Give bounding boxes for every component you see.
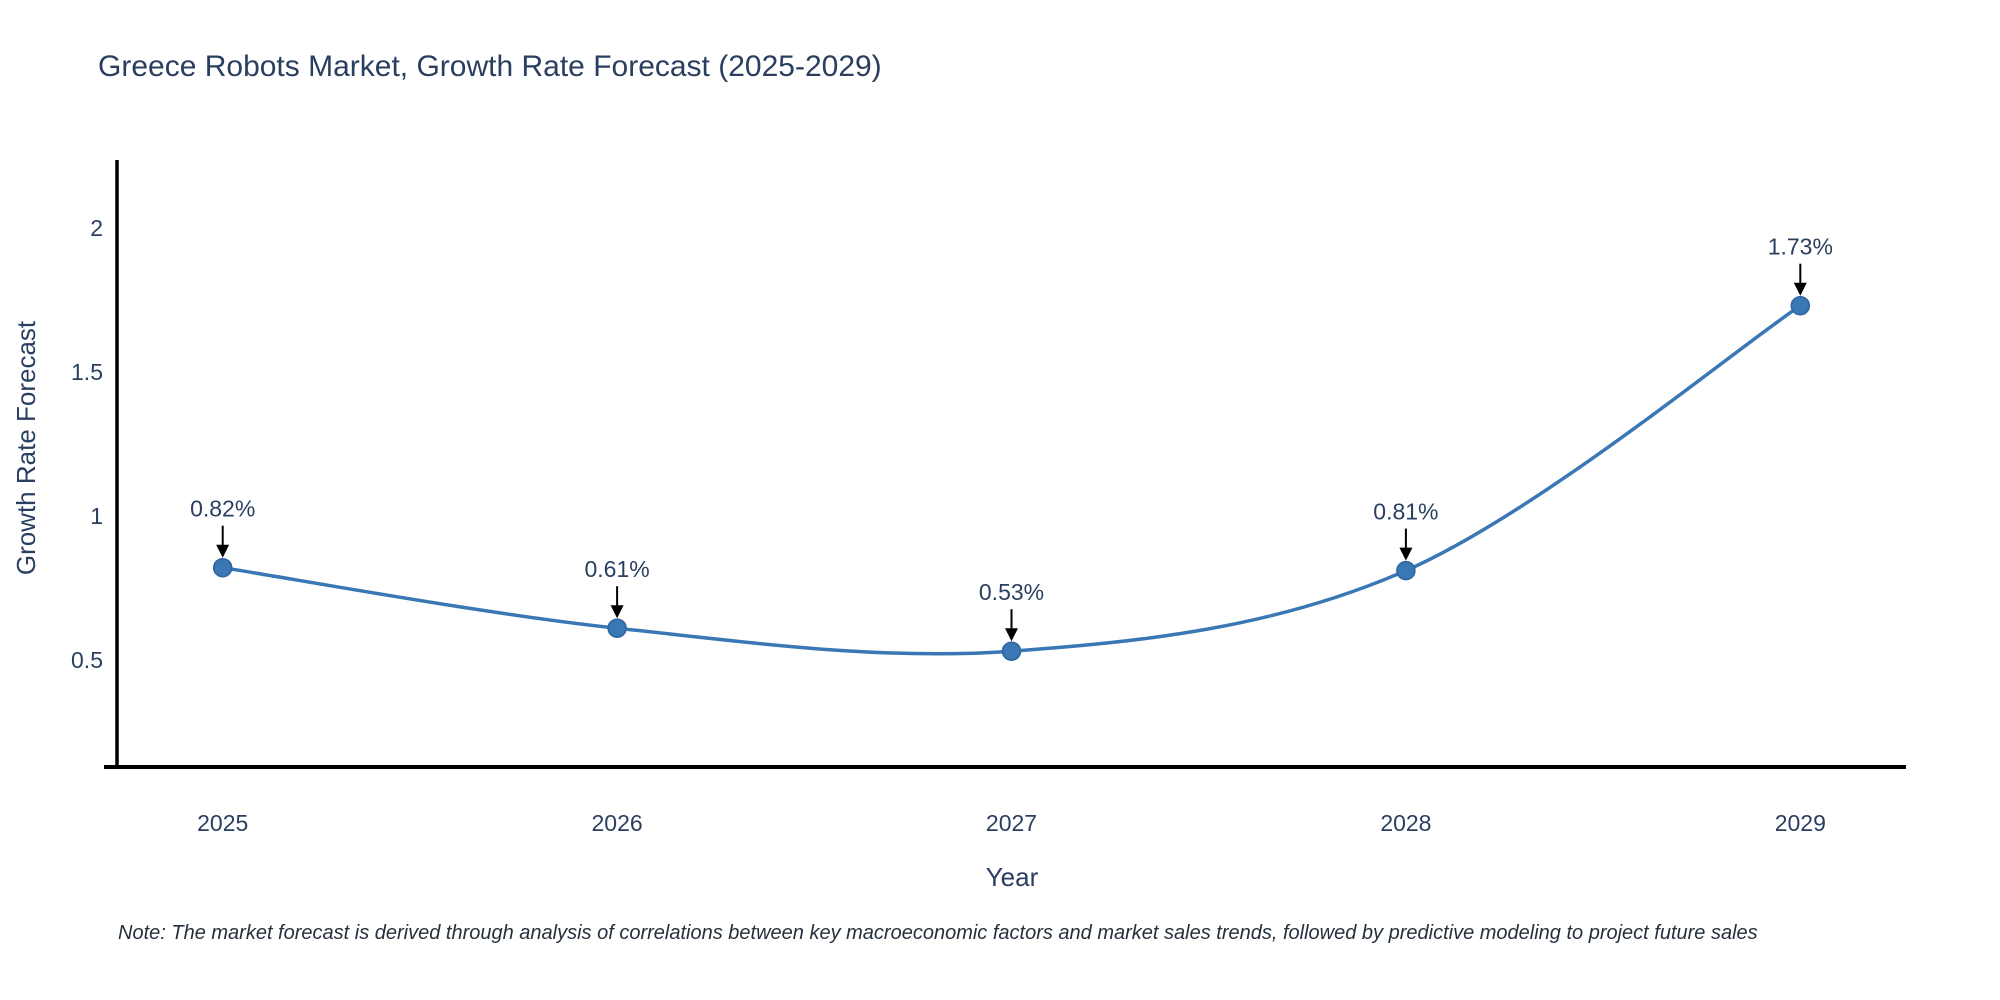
data-point-marker: [1001, 641, 1022, 661]
annotation-arrowhead-icon: [1005, 628, 1018, 642]
data-point-label: 0.82%: [190, 496, 255, 522]
annotation-arrowhead-icon: [1399, 547, 1413, 561]
data-point-label: 0.61%: [584, 556, 649, 582]
annotation-arrowhead-icon: [1793, 282, 1807, 296]
x-tick-label: 2028: [1380, 810, 1431, 836]
x-tick-label: 2029: [1775, 810, 1826, 836]
annotation-arrowhead-icon: [610, 605, 624, 619]
y-tick-label: 1: [90, 503, 103, 529]
data-point-label: 0.81%: [1373, 499, 1438, 525]
data-point-label: 1.73%: [1768, 234, 1833, 260]
data-point-marker: [1790, 295, 1811, 316]
footnote: Note: The market forecast is derived thr…: [118, 922, 1758, 944]
data-point-marker: [1396, 560, 1416, 581]
y-axis-title: Growth Rate Forecast: [11, 320, 41, 576]
annotation-arrowhead-icon: [216, 544, 230, 558]
y-tick-label: 0.5: [71, 647, 103, 673]
x-tick-label: 2026: [592, 810, 643, 836]
data-point-marker: [212, 557, 233, 578]
data-point-marker: [607, 618, 627, 638]
chart-title: Greece Robots Market, Growth Rate Foreca…: [98, 50, 882, 83]
x-tick-label: 2027: [986, 810, 1037, 836]
y-tick-label: 1.5: [71, 359, 103, 385]
data-point-label: 0.53%: [979, 579, 1044, 605]
x-tick-label: 2025: [197, 810, 248, 836]
y-tick-label: 2: [90, 215, 103, 241]
x-axis-title: Year: [985, 862, 1039, 892]
